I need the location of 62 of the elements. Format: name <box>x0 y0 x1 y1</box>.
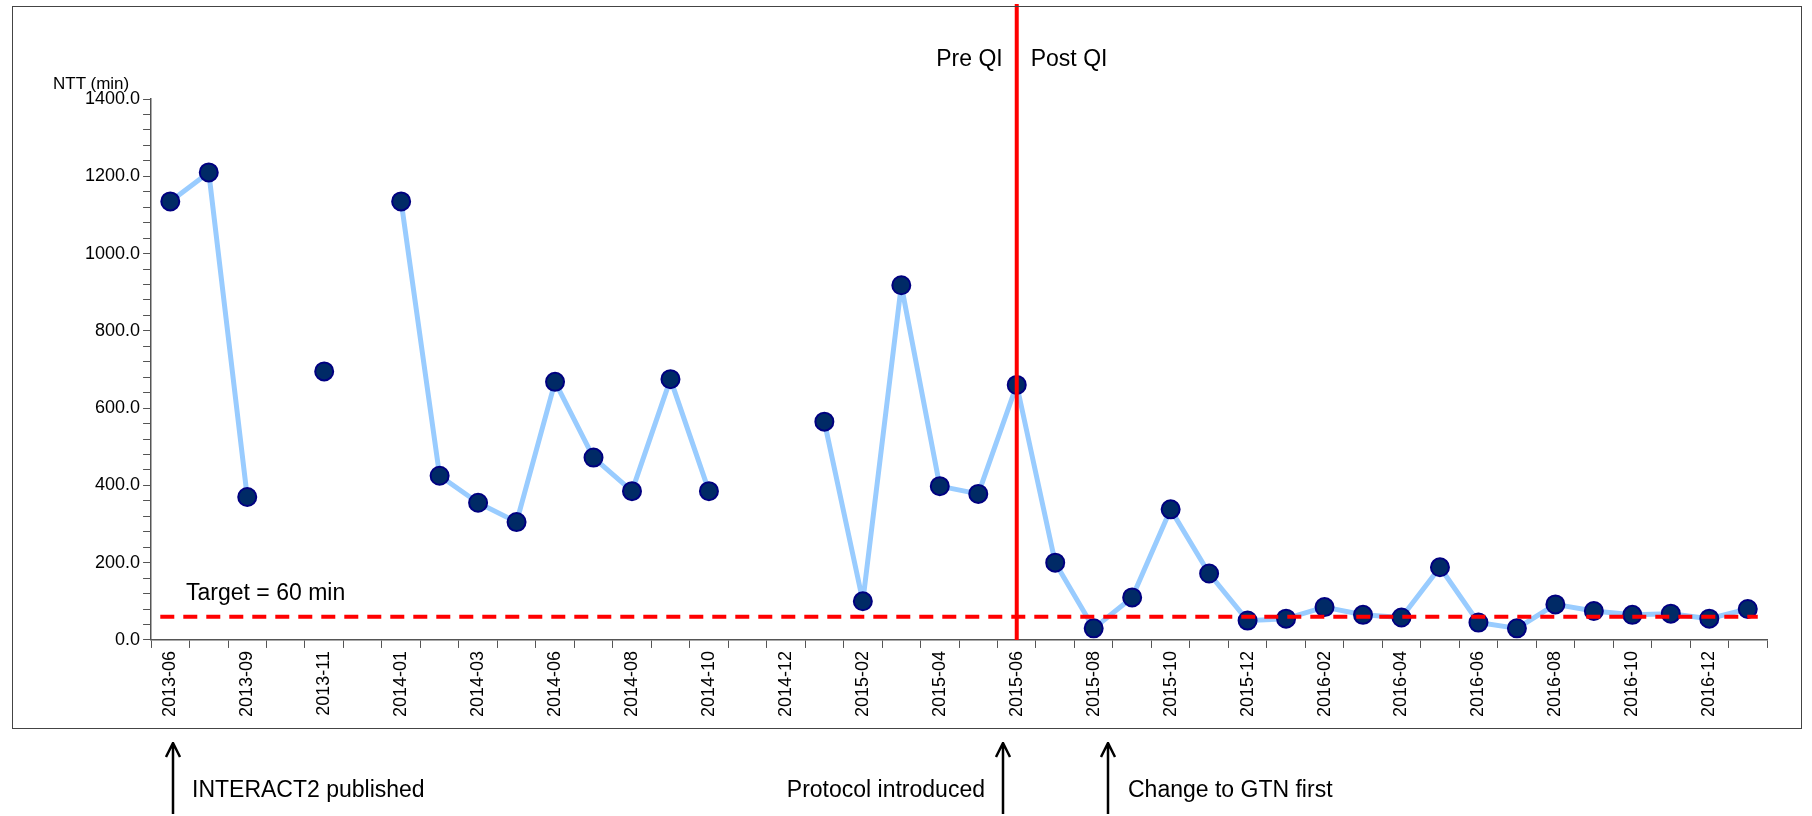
x-tick-label: 2014-08 <box>620 650 641 717</box>
text: INTERACT2 published <box>192 776 425 803</box>
y-tick-label: 400.0 <box>95 474 141 495</box>
x-tick-label: 2015-06 <box>1005 650 1026 717</box>
annotation: Post QI <box>1030 44 1108 71</box>
point <box>314 361 335 382</box>
point <box>237 486 258 507</box>
point <box>891 275 912 296</box>
y-tick-label: 1200.0 <box>84 165 141 186</box>
point <box>391 191 412 212</box>
text: Protocol introduced <box>786 776 985 803</box>
x-tick-label: 2013-11 <box>313 650 334 716</box>
point <box>698 481 719 502</box>
x-tick-label: 2015-08 <box>1082 650 1103 717</box>
point <box>1314 597 1335 618</box>
point <box>660 369 681 390</box>
x-tick-label: 2014-12 <box>774 650 795 717</box>
point <box>1122 587 1143 608</box>
annotation: Pre QI <box>936 44 1003 71</box>
point <box>1545 594 1566 615</box>
point <box>506 512 527 533</box>
y-tick-label: 800.0 <box>95 319 141 340</box>
x-tick-label: 2016-08 <box>1544 650 1565 717</box>
point <box>814 411 835 432</box>
text: Change to GTN first <box>1128 776 1333 803</box>
x-tick-label: 2013-06 <box>159 650 180 717</box>
point <box>160 191 181 212</box>
point <box>1737 599 1758 620</box>
x-tick-label: 2014-01 <box>390 650 411 717</box>
y-tick-label: 600.0 <box>95 397 141 418</box>
x-tick-label: 2016-12 <box>1698 650 1719 717</box>
x-tick-label: 2014-10 <box>697 650 718 717</box>
point <box>583 447 604 468</box>
x-tick-label: 2013-09 <box>236 650 257 717</box>
x-tick-label: 2014-06 <box>544 650 565 717</box>
x-tick-label: 2016-06 <box>1467 650 1488 717</box>
point <box>1045 552 1066 573</box>
point <box>198 162 219 183</box>
point <box>929 476 950 497</box>
y-tick-label: 1000.0 <box>84 242 141 263</box>
x-tick-label: 2015-10 <box>1159 650 1180 717</box>
x-tick-label: 2016-10 <box>1621 650 1642 717</box>
x-tick-label: 2016-02 <box>1313 650 1334 717</box>
x-tick-label: 2016-04 <box>1390 650 1411 717</box>
point <box>1429 557 1450 578</box>
y-tick-label: 0.0 <box>115 628 141 649</box>
ref-line-label: Target = 60 min <box>186 578 346 605</box>
x-tick-label: 2015-12 <box>1236 650 1257 717</box>
point <box>1199 563 1220 584</box>
x-tick-label: 2015-04 <box>928 650 949 717</box>
point <box>545 371 566 392</box>
y-tick-label: 200.0 <box>95 551 141 572</box>
point <box>968 483 989 504</box>
point <box>468 492 489 513</box>
x-tick-label: 2015-02 <box>851 650 872 717</box>
point <box>621 481 642 502</box>
point <box>1506 618 1527 639</box>
x-tick-label: 2014-03 <box>467 650 488 717</box>
point <box>429 465 450 486</box>
point <box>1160 499 1181 520</box>
point <box>852 591 873 612</box>
point <box>1083 618 1104 639</box>
